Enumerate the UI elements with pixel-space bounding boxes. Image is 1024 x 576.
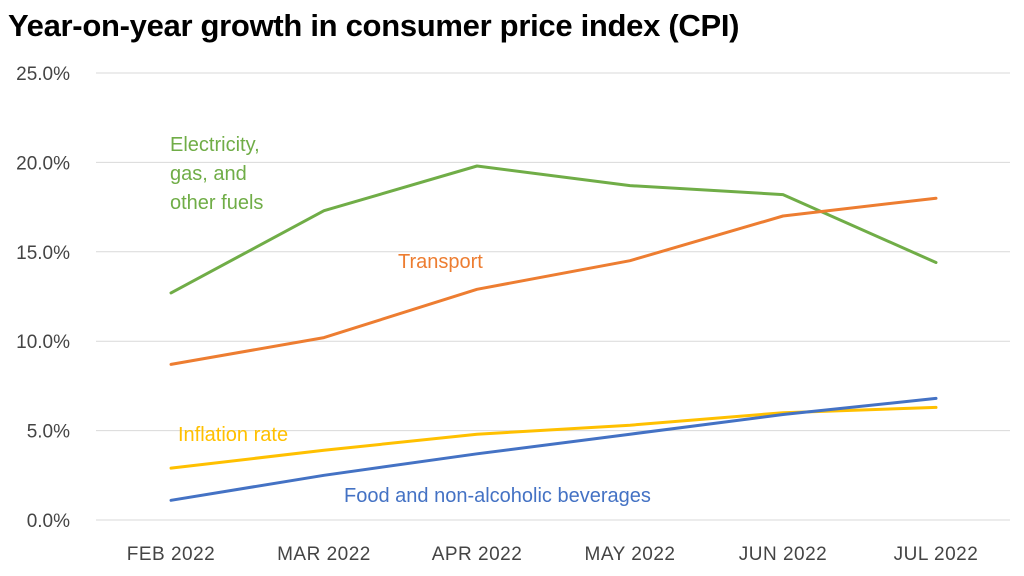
y-tick-label: 5.0%	[27, 422, 70, 443]
x-tick-label: MAY 2022	[585, 544, 676, 565]
y-tick-label: 0.0%	[27, 511, 70, 532]
series-label: Transport	[398, 251, 483, 273]
series-line	[169, 396, 938, 502]
series-label: Inflation rate	[178, 424, 288, 446]
x-tick-label: MAR 2022	[277, 544, 371, 565]
x-tick-label: JUL 2022	[894, 544, 979, 565]
series-line	[169, 164, 938, 295]
y-tick-label: 10.0%	[16, 332, 70, 353]
series-lines	[169, 164, 938, 502]
series-labels: Electricity, gas, and other fuels Transport…	[170, 134, 651, 507]
chart-title: Year-on-year growth in consumer price in…	[8, 8, 740, 43]
x-tick-label: APR 2022	[432, 544, 523, 565]
y-tick-label: 20.0%	[16, 153, 70, 174]
y-tick-label: 15.0%	[16, 243, 70, 264]
series-label: Electricity,	[170, 134, 260, 156]
series-label: other fuels	[170, 192, 263, 214]
y-tick-label: 25.0%	[16, 64, 70, 85]
x-tick-label: JUN 2022	[739, 544, 828, 565]
x-tick-label: FEB 2022	[127, 544, 216, 565]
series-label: gas, and	[170, 163, 247, 185]
x-axis: FEB 2022 MAR 2022 APR 2022 MAY 2022 JUN 2022…	[127, 544, 979, 565]
series-label: Food and non-alcoholic beverages	[344, 485, 651, 507]
series-line	[169, 196, 938, 366]
y-axis: 0.0% 5.0% 10.0% 15.0% 20.0% 25.0%	[16, 64, 70, 532]
